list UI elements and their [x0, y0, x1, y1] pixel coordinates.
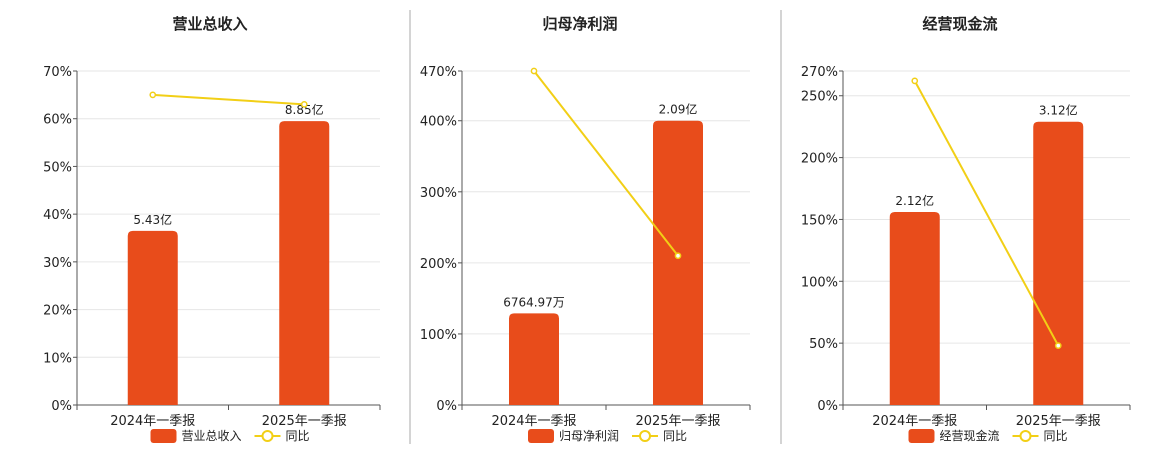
chart-1: 营业总收入 0% 10% 20% 30% 40% 50% 60% 70% 2024年一季报 2025…	[43, 15, 381, 443]
y-tick-label: 40%	[43, 208, 72, 223]
legend-line-label: 同比	[1044, 429, 1068, 443]
y-tick-label: 50%	[809, 337, 838, 352]
y-tick-label: 10%	[43, 351, 72, 366]
line-point	[530, 67, 538, 75]
y-tick-label: 0%	[51, 399, 72, 414]
y-tick-label: 100%	[420, 328, 457, 343]
chart-3: 经营现金流 0% 50% 100% 150% 200% 250% 270% 2024年一季报 20…	[801, 15, 1131, 443]
y-tick-label: 50%	[43, 160, 72, 175]
y-tick-label: 400%	[420, 115, 457, 130]
y-tick-label: 270%	[801, 65, 838, 80]
legend-bar-label: 归母净利润	[559, 429, 619, 443]
bar-data-label: 3.12亿	[1039, 103, 1078, 118]
y-tick-label: 300%	[420, 186, 457, 201]
y-tick-label: 0%	[817, 399, 838, 414]
legend-line-marker	[1019, 430, 1032, 442]
chart-2: 归母净利润 0% 100% 200% 300% 400% 470% 2024年一季报 2025年…	[420, 15, 751, 443]
bar	[509, 313, 559, 405]
x-tick-label: 2025年一季报	[262, 414, 347, 429]
bar-data-label: 8.85亿	[285, 102, 324, 117]
legend-line-label: 同比	[663, 429, 687, 443]
legend-bar-swatch	[908, 429, 935, 443]
bar	[653, 120, 703, 405]
x-tick-label: 2024年一季报	[110, 414, 195, 429]
legend-line-label: 同比	[286, 429, 310, 443]
bar-data-label: 2.09亿	[659, 102, 698, 117]
y-tick-label: 200%	[420, 257, 457, 272]
bar-data-label: 5.43亿	[133, 212, 172, 227]
x-tick-label: 2025年一季报	[1016, 414, 1101, 429]
legend-bar-label: 经营现金流	[940, 428, 1000, 443]
x-tick-label: 2024年一季报	[491, 414, 576, 429]
legend-line-marker	[639, 430, 651, 442]
y-tick-label: 30%	[43, 256, 72, 271]
chart-title: 营业总收入	[172, 15, 247, 33]
bar	[279, 121, 330, 405]
bar-data-label: 6764.97万	[503, 295, 565, 309]
x-tick-label: 2024年一季报	[872, 414, 957, 429]
y-tick-label: 100%	[801, 275, 838, 290]
y-tick-label: 200%	[801, 152, 838, 167]
legend-bar-swatch	[528, 429, 554, 443]
line-point	[911, 77, 919, 85]
bar	[127, 230, 178, 405]
y-tick-label: 60%	[43, 113, 72, 128]
line-point	[674, 252, 682, 260]
bar	[1033, 121, 1084, 406]
bar-data-label: 2.12亿	[895, 193, 934, 208]
chart-title: 归母净利润	[542, 15, 617, 33]
y-tick-label: 470%	[420, 65, 457, 80]
y-tick-label: 150%	[801, 213, 838, 228]
legend-bar-swatch	[150, 429, 177, 443]
line-series	[913, 80, 1060, 347]
line-point	[300, 101, 308, 108]
y-tick-label: 250%	[801, 90, 838, 105]
y-tick-label: 70%	[43, 65, 72, 80]
x-tick-label: 2025年一季报	[635, 414, 720, 429]
bar	[889, 212, 940, 405]
line-series	[152, 93, 305, 106]
y-tick-label: 0%	[436, 399, 457, 414]
legend-bar-label: 营业总收入	[182, 429, 242, 443]
legend-line-marker	[261, 430, 274, 442]
chart-title: 经营现金流	[922, 15, 997, 33]
line-point	[149, 91, 157, 99]
y-tick-label: 20%	[43, 304, 72, 319]
line-point	[1054, 342, 1062, 349]
line-series	[533, 70, 679, 257]
